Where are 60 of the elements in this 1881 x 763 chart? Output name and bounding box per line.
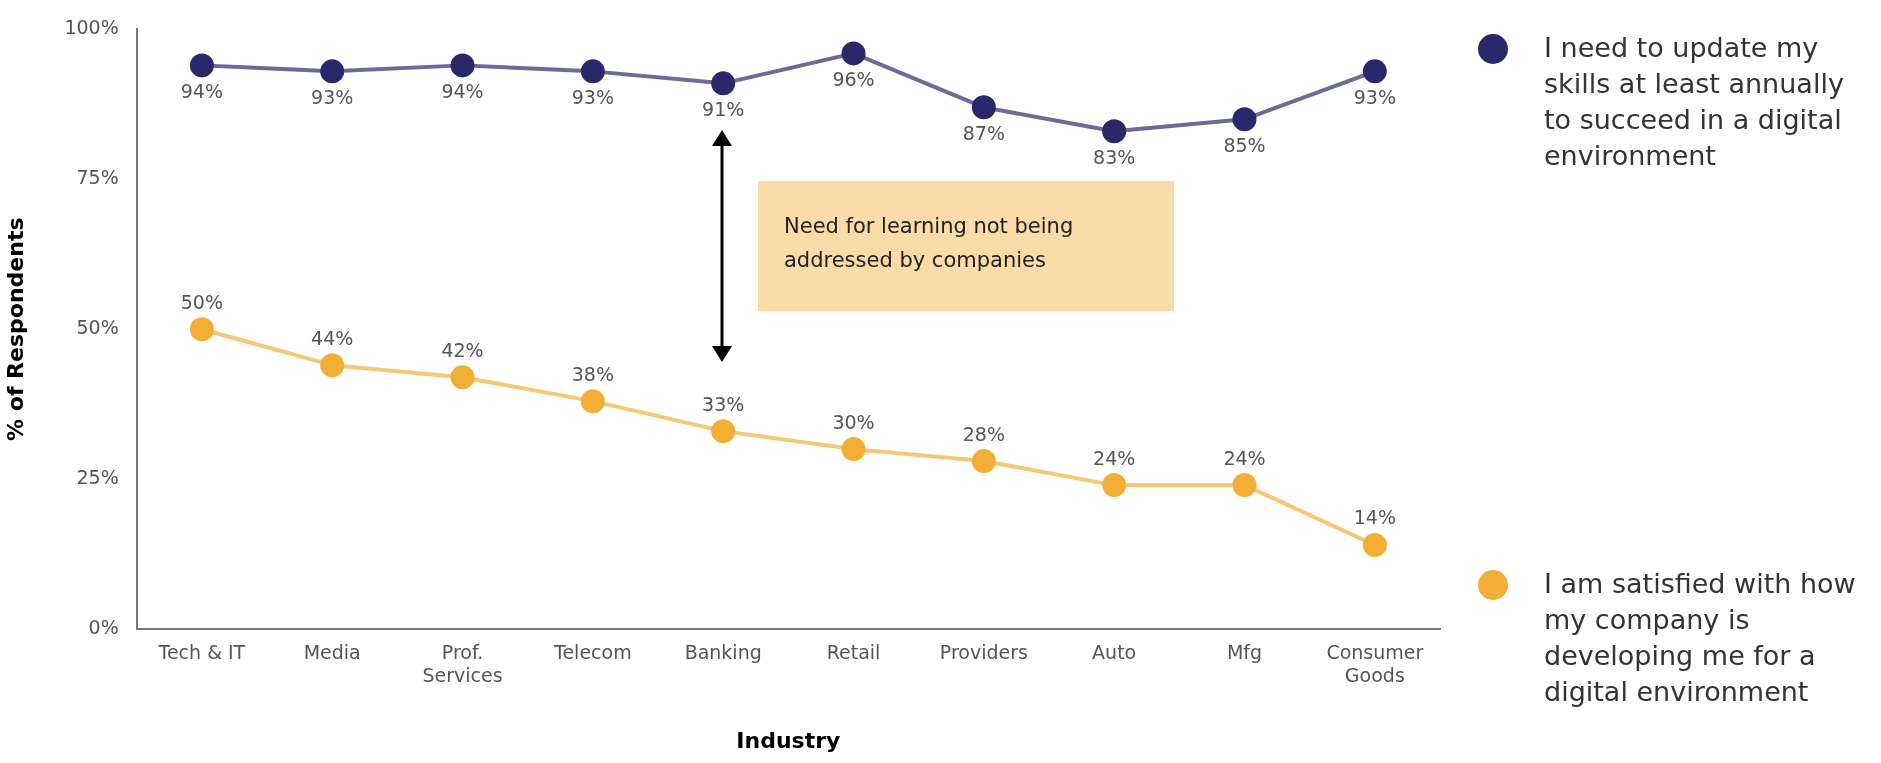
data-label: 33% [702, 392, 745, 415]
point [971, 95, 996, 120]
x-tick-label: Banking [684, 641, 762, 664]
data-label: 42% [441, 338, 484, 361]
data-label: 83% [1093, 145, 1136, 168]
data-label: 91% [702, 97, 745, 120]
point [1232, 107, 1257, 132]
x-tick-label: Mfg [1226, 641, 1263, 664]
point [189, 53, 214, 78]
point [580, 59, 605, 84]
data-label: 94% [441, 79, 484, 102]
point [1102, 119, 1127, 144]
x-tick-label: Tech & IT [157, 641, 246, 664]
y-tick-label: 25% [76, 466, 119, 489]
point [841, 41, 866, 66]
data-label: 30% [832, 410, 875, 433]
point [971, 449, 996, 474]
data-label: 38% [571, 362, 614, 385]
point [1362, 533, 1387, 558]
legend-label: I am satisfied with how my company is developing me for a digital environment [1544, 567, 1857, 709]
data-label: 93% [311, 85, 354, 108]
y-tick-label: 75% [76, 166, 119, 189]
point [711, 419, 736, 444]
legend-label: I need to update my skills at least annually to succeed in a digital environment [1544, 31, 1845, 173]
data-label: 50% [180, 290, 223, 313]
callout-box: Need for learning not being addressed by companies [758, 181, 1174, 311]
point [711, 71, 736, 96]
data-label: 87% [962, 121, 1005, 144]
data-label: 44% [311, 326, 354, 349]
point [580, 389, 605, 414]
y-tick-label: 100% [64, 16, 119, 39]
x-axis-title: Industry [736, 727, 841, 753]
x-tick-label: Retail [826, 641, 881, 664]
x-tick-label: Media [303, 641, 361, 664]
point [320, 353, 345, 378]
data-label: 85% [1223, 133, 1266, 156]
point [1102, 473, 1127, 498]
x-tick-label: Consumer Goods [1326, 641, 1424, 687]
data-label: 24% [1223, 446, 1266, 469]
y-tick-label: 0% [88, 615, 119, 638]
point [1362, 59, 1387, 84]
point [450, 365, 475, 390]
data-label: 96% [832, 67, 875, 90]
data-label: 28% [962, 422, 1005, 445]
x-tick-label: Telecom [553, 641, 632, 664]
y-tick-label: 50% [76, 316, 119, 339]
data-label: 94% [180, 79, 223, 102]
point [189, 317, 214, 342]
point [841, 437, 866, 462]
y-axis-title: % of Respondents [2, 217, 28, 441]
data-label: 93% [571, 85, 614, 108]
data-label: 93% [1353, 85, 1396, 108]
point [1232, 473, 1257, 498]
point [450, 53, 475, 78]
x-tick-label: Auto [1092, 641, 1137, 664]
x-tick-label: Providers [939, 641, 1028, 664]
point [320, 59, 345, 84]
data-label: 24% [1093, 446, 1136, 469]
x-tick-label: Prof. Services [422, 641, 503, 687]
data-label: 14% [1353, 506, 1396, 529]
